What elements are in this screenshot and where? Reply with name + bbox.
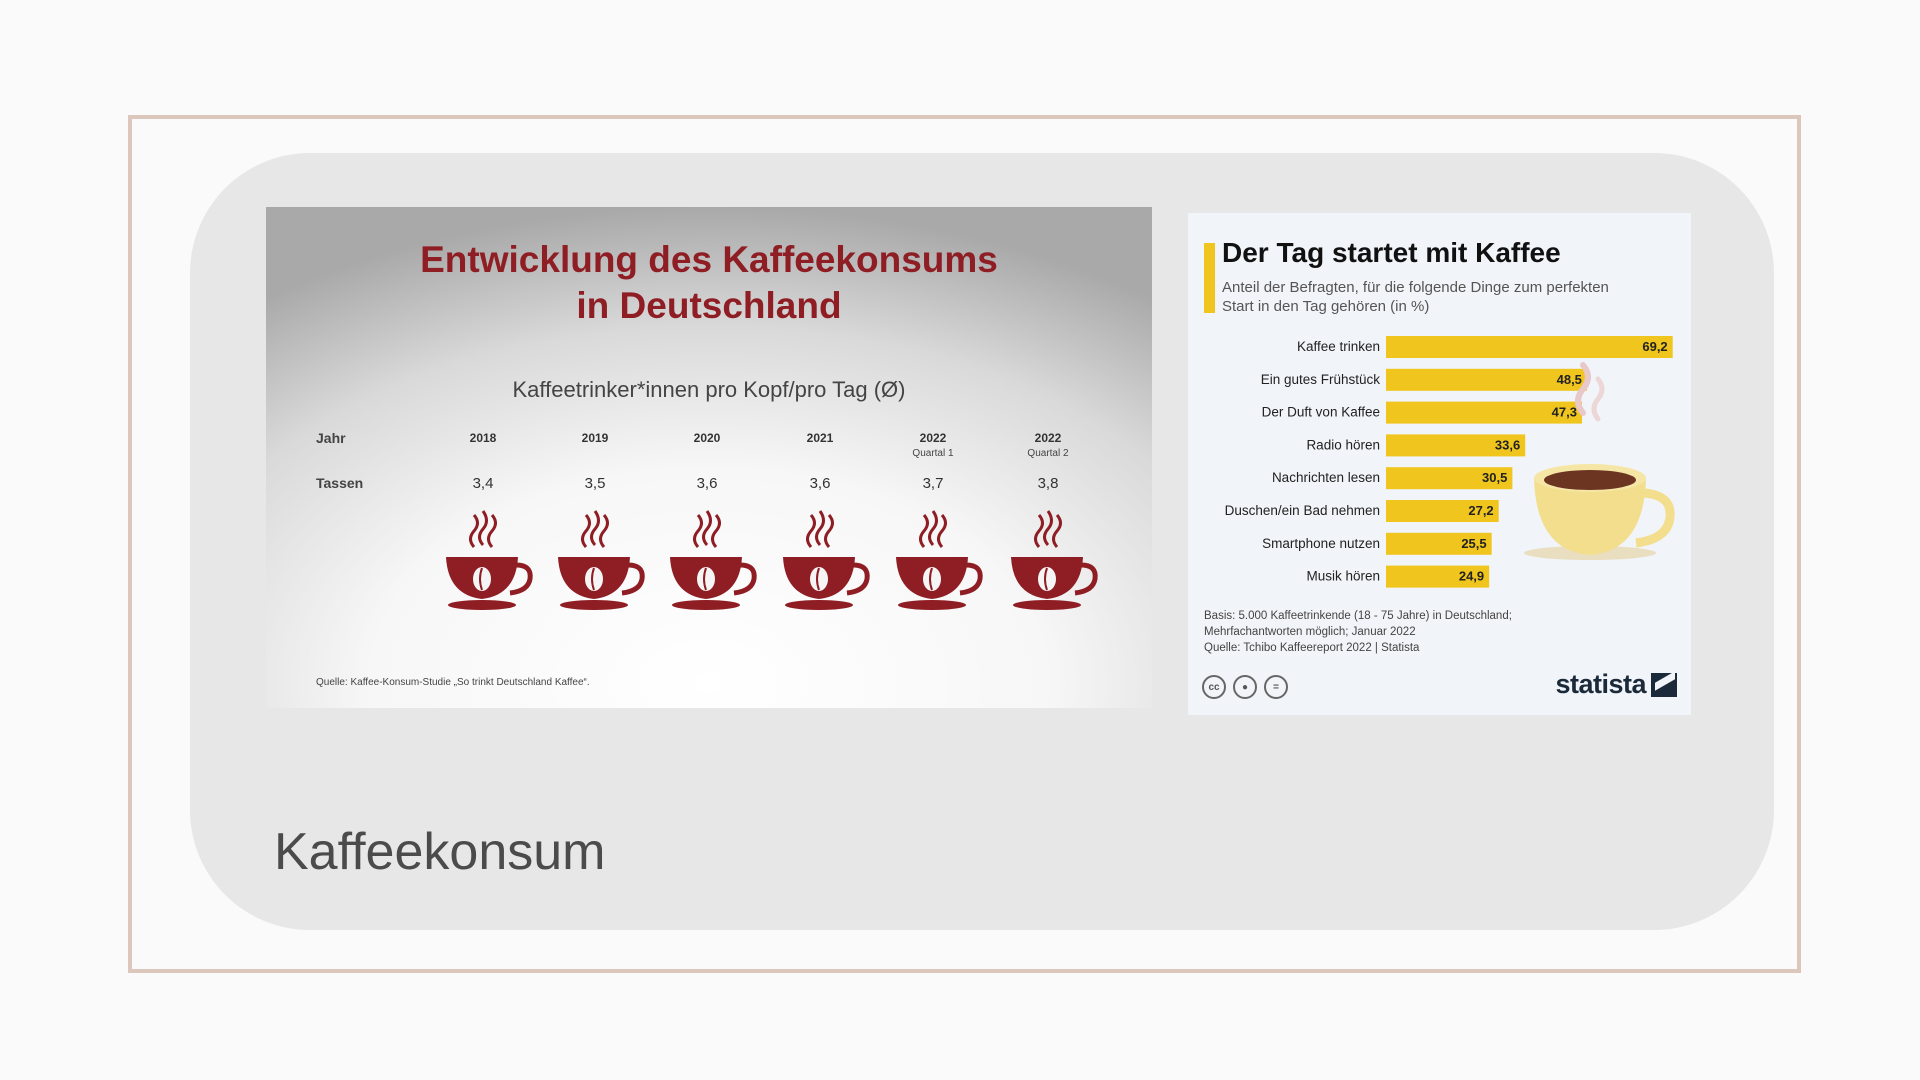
coffee-cup-icon	[1011, 510, 1098, 610]
bar-category-label: Radio hören	[1306, 437, 1380, 452]
coffee-cup-icon	[558, 510, 645, 610]
bar-value-label: 47,3	[1552, 405, 1577, 420]
slide-title: Kaffeekonsum	[274, 823, 606, 881]
year-label: 2021	[806, 431, 834, 445]
bar-value-label: 48,5	[1557, 372, 1582, 387]
left-chart-title: Entwicklung des Kaffeekonsums in Deutsch…	[420, 239, 998, 326]
bar	[1386, 368, 1587, 391]
left-chart-subtitle: Kaffeetrinker*innen pro Kopf/pro Tag (Ø)	[512, 377, 906, 402]
bar-value-label: 69,2	[1642, 339, 1667, 354]
cup-value: 3,6	[696, 475, 718, 492]
statista-wordmark: statista	[1555, 669, 1646, 699]
nd-icon[interactable]: =	[1264, 675, 1288, 699]
bar-category-label: Der Duft von Kaffee	[1262, 405, 1380, 420]
cup-value: 3,7	[922, 475, 944, 492]
right-chart-subtitle: Anteil der Befragten, für die folgende D…	[1222, 279, 1609, 315]
left-chart-source: Quelle: Kaffee-Konsum-Studie „So trinkt …	[316, 677, 590, 688]
coffee-cup-icon	[670, 510, 757, 610]
year-label: 2020	[693, 431, 721, 445]
year-label: 2022 Quartal 2	[993, 431, 1103, 461]
bar	[1386, 401, 1582, 424]
bar-value-label: 30,5	[1482, 470, 1507, 485]
bar-value-label: 33,6	[1495, 437, 1520, 452]
note-line: Quelle: Tchibo Kaffeereport 2022 | Stati…	[1204, 642, 1420, 654]
cup-value: 3,4	[472, 475, 494, 492]
bar	[1386, 336, 1673, 358]
bar-category-label: Smartphone nutzen	[1262, 536, 1380, 551]
bar-category-label: Nachrichten lesen	[1272, 470, 1380, 485]
bar-value-label: 24,9	[1459, 569, 1484, 584]
bar	[1386, 434, 1526, 457]
bar-category-label: Ein gutes Frühstück	[1261, 372, 1381, 387]
bar	[1386, 532, 1492, 555]
cup-value: 3,6	[809, 475, 831, 492]
right-chart-note: Basis: 5.000 Kaffeetrinkende (18 - 75 Ja…	[1204, 608, 1644, 656]
row-label-year: Jahr	[316, 430, 346, 446]
morning-routine-chart: Der Tag startet mit Kaffee Anteil der Be…	[1188, 213, 1691, 715]
coffee-cup-icon	[783, 510, 870, 610]
year-label: 2019	[581, 431, 609, 445]
note-line: Mehrfachantworten möglich; Januar 2022	[1204, 626, 1416, 638]
statista-logo[interactable]: statista	[1555, 669, 1677, 700]
coffee-cup-illustration-icon	[1524, 362, 1675, 560]
year-label: 2018	[469, 431, 497, 445]
bar-category-label: Musik hören	[1306, 569, 1380, 584]
bar-category-label: Kaffee trinken	[1297, 339, 1380, 354]
cc-icon[interactable]: cc	[1202, 675, 1226, 699]
license-icons: cc ● =	[1202, 675, 1288, 699]
title-accent-bar	[1204, 243, 1215, 313]
bar	[1386, 500, 1499, 522]
cup-value: 3,5	[584, 475, 606, 492]
cup-value: 3,8	[1037, 475, 1059, 492]
row-label-cups: Tassen	[316, 475, 364, 491]
right-chart-title: Der Tag startet mit Kaffee	[1222, 237, 1561, 268]
bar-chart-svg: Kaffee trinken 69,2 Ein gutes Frühstück 48,…	[1225, 336, 1675, 588]
coffee-cup-icon	[446, 510, 533, 610]
bar	[1386, 467, 1513, 490]
year-sublabel: Quartal 2	[1027, 448, 1069, 459]
statista-mark-icon	[1651, 672, 1677, 697]
year-sublabel: Quartal 1	[912, 448, 954, 459]
by-icon[interactable]: ●	[1233, 675, 1257, 699]
bar	[1386, 565, 1490, 588]
bar-value-label: 25,5	[1461, 536, 1486, 551]
coffee-cup-icon	[896, 510, 983, 610]
note-line: Basis: 5.000 Kaffeetrinkende (18 - 75 Ja…	[1204, 610, 1512, 622]
coffee-consumption-chart: Entwicklung des Kaffeekonsums in Deutsch…	[266, 207, 1152, 708]
year-label: 2022 Quartal 1	[878, 431, 988, 461]
bar-value-label: 27,2	[1468, 503, 1493, 518]
bar-category-label: Duschen/ein Bad nehmen	[1225, 503, 1380, 518]
